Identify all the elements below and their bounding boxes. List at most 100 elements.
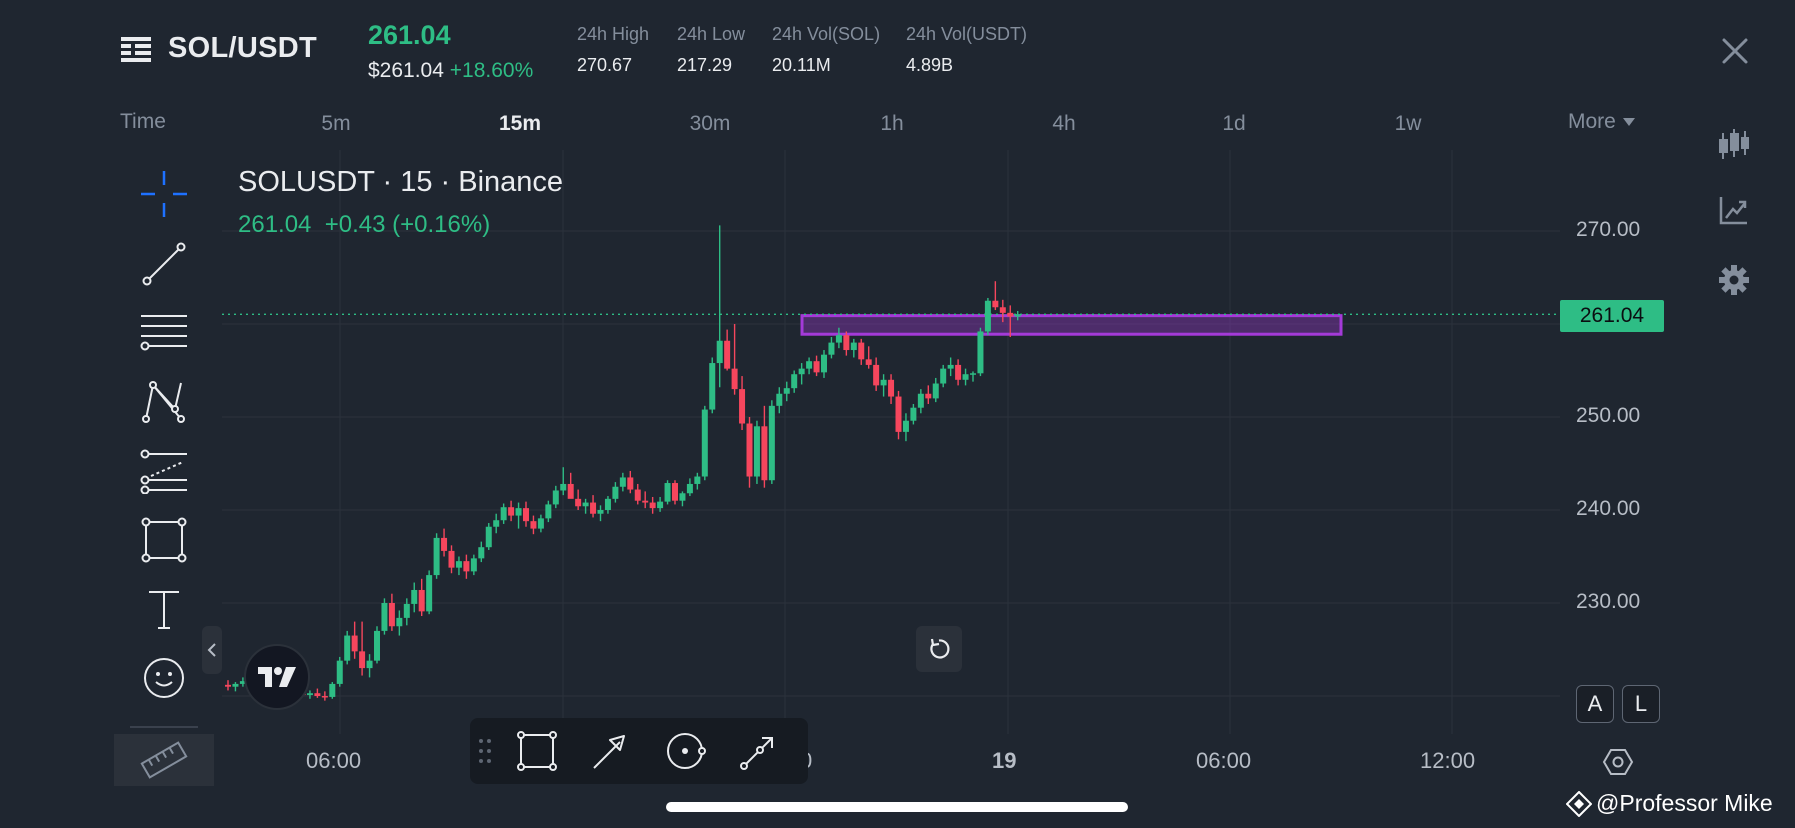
candle-body bbox=[455, 561, 462, 568]
tab-15m[interactable]: 15m bbox=[498, 112, 542, 135]
candle-body bbox=[880, 379, 887, 386]
emoji-tool-icon[interactable] bbox=[134, 652, 194, 704]
candle-body bbox=[537, 518, 544, 529]
candle-body bbox=[932, 383, 939, 399]
candle-body bbox=[493, 520, 500, 527]
ruler-tool-icon[interactable] bbox=[114, 734, 214, 786]
quick-trend-arrow-icon[interactable] bbox=[722, 723, 796, 779]
y-axis-label: 270.00 bbox=[1576, 218, 1641, 241]
candle-body bbox=[724, 340, 731, 369]
pattern-tool-icon[interactable] bbox=[134, 376, 194, 428]
candle-body bbox=[590, 502, 597, 514]
rectangle-tool-icon[interactable] bbox=[134, 514, 194, 566]
caret-down-icon bbox=[1622, 118, 1635, 126]
candle-body bbox=[239, 681, 246, 684]
quick-circle-icon[interactable] bbox=[648, 723, 722, 779]
candle-body bbox=[925, 393, 932, 399]
chart-settings-icon[interactable] bbox=[1602, 746, 1634, 778]
binance-diamond-icon bbox=[1566, 790, 1592, 817]
tab-4h[interactable]: 4h bbox=[1052, 112, 1076, 135]
close-icon[interactable] bbox=[1720, 36, 1750, 66]
candle-body bbox=[843, 335, 850, 351]
candle-body bbox=[992, 300, 999, 308]
quick-arrow-icon[interactable] bbox=[574, 723, 648, 779]
chart-style-icon[interactable] bbox=[1712, 188, 1756, 232]
candle-body bbox=[828, 342, 835, 355]
stat-label: 24h Vol(USDT) bbox=[906, 24, 1028, 44]
menu-icon[interactable] bbox=[120, 34, 152, 66]
tab-1w[interactable]: 1w bbox=[1394, 112, 1422, 135]
candle-body bbox=[314, 693, 321, 696]
candle-body bbox=[508, 507, 515, 516]
tab-1d[interactable]: 1d bbox=[1222, 112, 1246, 135]
candle-body bbox=[552, 490, 559, 505]
candle-body bbox=[448, 550, 455, 568]
more-dropdown[interactable]: More bbox=[1568, 110, 1636, 134]
stat-24h-vol-usdt: 24h Vol(USDT) 4.89B bbox=[906, 24, 1027, 76]
crosshair-tool-icon[interactable] bbox=[134, 168, 194, 220]
last-price: 261.04 bbox=[368, 20, 451, 50]
candle-body bbox=[403, 603, 410, 618]
candle-body bbox=[463, 561, 470, 572]
candle-body bbox=[545, 504, 552, 519]
text-tool-icon[interactable] bbox=[134, 583, 194, 635]
quick-rectangle-icon[interactable] bbox=[500, 723, 574, 779]
x-axis-label: 19 bbox=[992, 748, 1017, 773]
horizontal-lines-tool-icon[interactable] bbox=[134, 307, 194, 359]
candle-body bbox=[642, 500, 649, 503]
candle-body bbox=[999, 307, 1006, 313]
candle-body bbox=[716, 340, 723, 364]
x-axis-label: 06:00 bbox=[1196, 748, 1252, 773]
candle-body bbox=[232, 683, 239, 687]
resistance-zone[interactable] bbox=[800, 314, 1343, 336]
drag-handle-icon[interactable] bbox=[470, 723, 500, 779]
indicator-icon[interactable] bbox=[1712, 122, 1756, 166]
candle-body bbox=[679, 493, 686, 501]
tradingview-logo[interactable] bbox=[244, 644, 310, 710]
candle-body bbox=[649, 502, 656, 509]
refresh-icon bbox=[930, 638, 950, 659]
log-scale-button[interactable]: L bbox=[1622, 685, 1660, 723]
candle-body bbox=[694, 476, 701, 484]
candle-body bbox=[1014, 314, 1021, 317]
candle-body bbox=[955, 364, 962, 380]
candle-body bbox=[657, 501, 664, 509]
candle-body bbox=[433, 537, 440, 576]
usd-price: $261.04 bbox=[368, 59, 444, 82]
trend-line-tool-icon[interactable] bbox=[134, 238, 194, 290]
current-price-tag: 261.04 bbox=[1560, 300, 1664, 332]
y-axis-label: 230.00 bbox=[1576, 590, 1641, 613]
collapse-toolbar-handle[interactable] bbox=[202, 626, 222, 674]
stat-label: 24h Vol(SOL) bbox=[772, 24, 881, 44]
watermark: @Professor Mike bbox=[1566, 790, 1773, 817]
candle-body bbox=[612, 486, 619, 499]
candle-body bbox=[783, 388, 790, 394]
candle-body bbox=[865, 359, 872, 365]
auto-scale-button[interactable]: A bbox=[1576, 685, 1614, 723]
stat-24h-low: 24h Low 217.29 bbox=[677, 24, 745, 76]
zone-rectangle bbox=[800, 314, 1343, 336]
stat-value: 20.11M bbox=[772, 55, 831, 75]
drawing-toolbar bbox=[134, 168, 194, 704]
candle-body bbox=[329, 683, 336, 697]
candle-body bbox=[366, 660, 373, 669]
fib-retracement-tool-icon[interactable] bbox=[134, 445, 194, 497]
toolbar-divider bbox=[130, 726, 198, 728]
y-axis-label: 240.00 bbox=[1576, 497, 1641, 520]
reset-chart-button[interactable] bbox=[916, 626, 962, 672]
candle-body bbox=[441, 537, 448, 551]
pair-title[interactable]: SOL/USDT bbox=[168, 32, 318, 64]
tab-30m[interactable]: 30m bbox=[689, 112, 731, 135]
candle-body bbox=[515, 508, 522, 516]
y-axis-label: 250.00 bbox=[1576, 404, 1641, 427]
change-percent: +18.60% bbox=[449, 59, 534, 82]
candle-body bbox=[530, 521, 537, 529]
more-label: More bbox=[1568, 110, 1616, 133]
gear-icon[interactable] bbox=[1712, 258, 1756, 302]
tab-5m[interactable]: 5m bbox=[321, 112, 351, 135]
candle-body bbox=[984, 300, 991, 332]
candle-body bbox=[523, 508, 529, 522]
tab-1h[interactable]: 1h bbox=[880, 112, 904, 135]
candle-body bbox=[388, 603, 395, 627]
candle-body bbox=[560, 483, 567, 491]
